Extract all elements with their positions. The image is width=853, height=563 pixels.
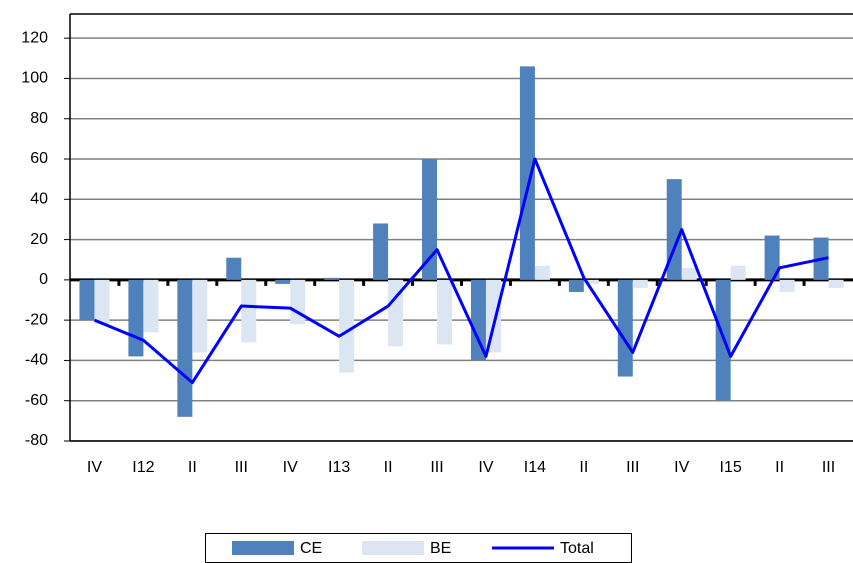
x-tick-label: IV: [283, 459, 298, 476]
bar: [177, 279, 193, 417]
bar: [275, 279, 291, 284]
x-tick-label: III: [235, 459, 248, 476]
x-tick-label: III: [430, 459, 443, 476]
bar: [324, 277, 340, 280]
bar: [128, 279, 144, 357]
x-tick-label: I15: [720, 459, 742, 476]
bar: [568, 279, 584, 292]
bar: [94, 279, 110, 325]
bar: [730, 265, 746, 280]
line: [93, 157, 829, 385]
legend-label: BE: [430, 540, 451, 557]
bar: [437, 279, 453, 345]
y-tick-label: -20: [25, 311, 48, 328]
y-tick-label: 80: [30, 110, 48, 127]
x-tick-label: II: [579, 459, 588, 476]
y-tick-label: 60: [30, 150, 48, 167]
bar: [583, 279, 599, 284]
x-tick-label: III: [822, 459, 835, 476]
bar: [519, 66, 535, 280]
bar: [470, 279, 486, 361]
x-tick-label: III: [626, 459, 639, 476]
bar: [373, 223, 389, 280]
legend-swatch: [362, 541, 424, 555]
bar: [226, 257, 242, 280]
lines: [93, 157, 829, 385]
x-tick-label: IV: [87, 459, 102, 476]
bar: [681, 267, 697, 280]
y-tick-label: 100: [21, 70, 48, 87]
x-tick-label: I13: [328, 459, 350, 476]
y-tick-label: -40: [25, 352, 48, 369]
y-tick-label: -60: [25, 392, 48, 409]
bar: [617, 279, 633, 377]
bar: [388, 279, 404, 347]
bar: [339, 279, 355, 373]
x-tick-label: II: [775, 459, 784, 476]
bar: [828, 279, 844, 288]
y-tick-label: 40: [30, 191, 48, 208]
bar: [422, 159, 438, 280]
y-tick-label: 0: [39, 271, 48, 288]
y-tick-label: 120: [21, 29, 48, 46]
bar: [779, 279, 795, 292]
bar: [485, 279, 501, 353]
bar: [632, 279, 648, 288]
y-tick-label: 20: [30, 231, 48, 248]
bar: [534, 265, 550, 280]
x-tick-label: II: [188, 459, 197, 476]
bar: [143, 279, 159, 333]
bar: [79, 279, 95, 321]
x-tick-label: IV: [478, 459, 493, 476]
x-tick-label: I14: [524, 459, 546, 476]
x-tick-label: II: [384, 459, 393, 476]
legend-label: Total: [560, 540, 594, 557]
y-tick-label: -80: [25, 432, 48, 449]
legend: CE BE Total: [205, 533, 632, 563]
bar: [241, 279, 257, 343]
x-tick-label: IV: [674, 459, 689, 476]
x-tick-label: I12: [132, 459, 154, 476]
legend-label: CE: [300, 540, 322, 557]
bar: [764, 235, 780, 280]
bar: [290, 279, 306, 325]
legend-swatch: [232, 541, 294, 555]
bar: [192, 279, 208, 353]
